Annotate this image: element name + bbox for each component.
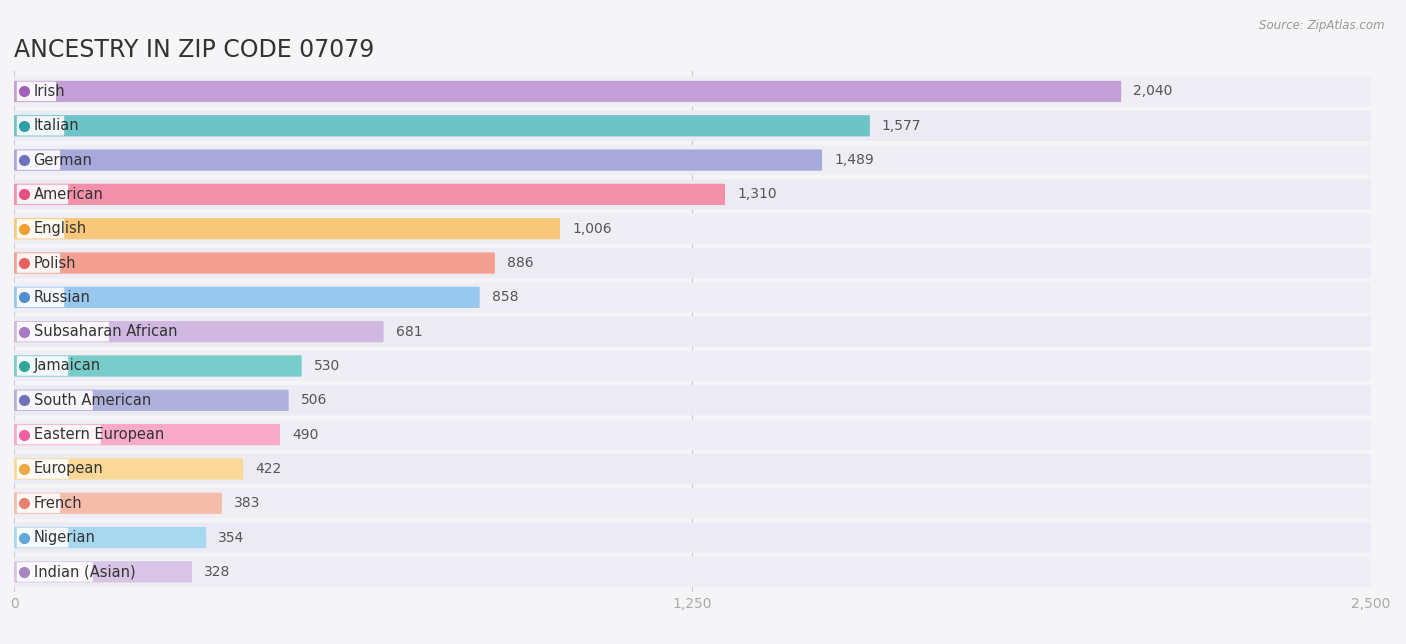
Text: 354: 354 — [218, 531, 245, 545]
Text: 1,489: 1,489 — [834, 153, 875, 167]
FancyBboxPatch shape — [17, 528, 69, 547]
Text: Nigerian: Nigerian — [34, 530, 96, 545]
Text: Polish: Polish — [34, 256, 76, 270]
Text: 383: 383 — [233, 497, 260, 510]
Text: 422: 422 — [254, 462, 281, 476]
Text: 858: 858 — [492, 290, 519, 305]
FancyBboxPatch shape — [17, 253, 60, 273]
FancyBboxPatch shape — [14, 493, 222, 514]
FancyBboxPatch shape — [14, 282, 1371, 312]
FancyBboxPatch shape — [14, 80, 1121, 102]
FancyBboxPatch shape — [17, 185, 69, 204]
Text: 490: 490 — [292, 428, 318, 442]
Text: 1,310: 1,310 — [737, 187, 776, 202]
Text: Indian (Asian): Indian (Asian) — [34, 564, 135, 580]
Text: Subsaharan African: Subsaharan African — [34, 324, 177, 339]
FancyBboxPatch shape — [14, 287, 479, 308]
FancyBboxPatch shape — [14, 248, 1371, 278]
Text: Italian: Italian — [34, 118, 79, 133]
Text: Russian: Russian — [34, 290, 90, 305]
Text: 2,040: 2,040 — [1133, 84, 1173, 99]
FancyBboxPatch shape — [14, 562, 193, 583]
Text: 506: 506 — [301, 393, 328, 407]
FancyBboxPatch shape — [14, 385, 1371, 415]
Text: Eastern European: Eastern European — [34, 427, 165, 442]
FancyBboxPatch shape — [14, 145, 1371, 175]
Text: Source: ZipAtlas.com: Source: ZipAtlas.com — [1260, 19, 1385, 32]
FancyBboxPatch shape — [17, 150, 60, 170]
Text: 1,577: 1,577 — [882, 118, 921, 133]
FancyBboxPatch shape — [14, 317, 1371, 346]
FancyBboxPatch shape — [14, 149, 823, 171]
FancyBboxPatch shape — [17, 322, 110, 341]
FancyBboxPatch shape — [14, 115, 870, 137]
FancyBboxPatch shape — [17, 82, 56, 101]
Text: South American: South American — [34, 393, 150, 408]
Text: 328: 328 — [204, 565, 231, 579]
FancyBboxPatch shape — [14, 424, 280, 445]
FancyBboxPatch shape — [17, 459, 69, 478]
FancyBboxPatch shape — [14, 252, 495, 274]
FancyBboxPatch shape — [14, 459, 243, 480]
Text: ANCESTRY IN ZIP CODE 07079: ANCESTRY IN ZIP CODE 07079 — [14, 38, 374, 62]
FancyBboxPatch shape — [14, 179, 1371, 209]
FancyBboxPatch shape — [17, 390, 93, 410]
Text: European: European — [34, 462, 104, 477]
FancyBboxPatch shape — [17, 219, 65, 238]
Text: French: French — [34, 496, 82, 511]
FancyBboxPatch shape — [17, 288, 65, 307]
FancyBboxPatch shape — [14, 214, 1371, 244]
FancyBboxPatch shape — [14, 557, 1371, 587]
FancyBboxPatch shape — [14, 527, 207, 548]
Text: Irish: Irish — [34, 84, 65, 99]
FancyBboxPatch shape — [17, 425, 101, 444]
FancyBboxPatch shape — [14, 419, 1371, 450]
Text: 530: 530 — [314, 359, 340, 373]
Text: English: English — [34, 221, 87, 236]
Text: 886: 886 — [506, 256, 533, 270]
Text: 1,006: 1,006 — [572, 222, 612, 236]
Text: American: American — [34, 187, 104, 202]
FancyBboxPatch shape — [17, 562, 93, 582]
FancyBboxPatch shape — [14, 454, 1371, 484]
FancyBboxPatch shape — [14, 77, 1371, 106]
FancyBboxPatch shape — [14, 184, 725, 205]
FancyBboxPatch shape — [14, 390, 288, 411]
Text: Jamaican: Jamaican — [34, 359, 101, 374]
FancyBboxPatch shape — [14, 351, 1371, 381]
FancyBboxPatch shape — [17, 493, 60, 513]
FancyBboxPatch shape — [14, 111, 1371, 141]
FancyBboxPatch shape — [17, 116, 65, 135]
Text: German: German — [34, 153, 93, 167]
FancyBboxPatch shape — [14, 355, 302, 377]
FancyBboxPatch shape — [17, 356, 69, 375]
Text: 681: 681 — [395, 325, 422, 339]
FancyBboxPatch shape — [14, 218, 560, 240]
FancyBboxPatch shape — [14, 321, 384, 343]
FancyBboxPatch shape — [14, 522, 1371, 553]
FancyBboxPatch shape — [14, 488, 1371, 518]
